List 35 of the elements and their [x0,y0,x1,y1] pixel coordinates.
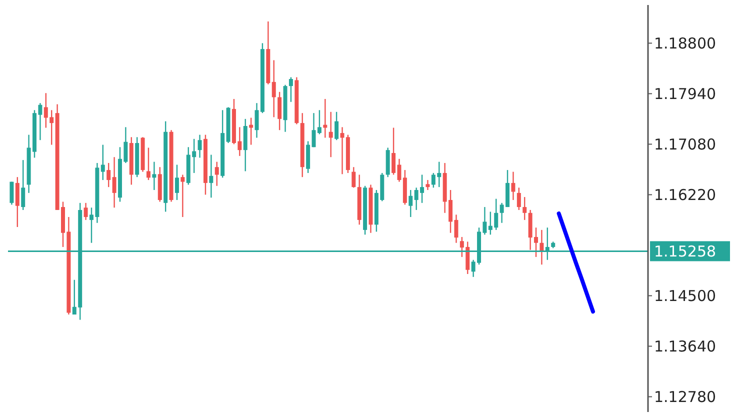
candlestick [334,111,339,141]
y-tick-label: 1.17080 [654,135,716,154]
candlestick [214,161,219,186]
candlestick [152,161,156,191]
candlestick [278,91,282,131]
candlestick [516,187,521,211]
candlestick [328,111,333,158]
candlestick [15,176,20,228]
candlestick [288,76,293,103]
y-tick-label: 1.14500 [654,286,716,305]
candlestick [511,171,516,201]
y-tick-label: 1.16220 [654,186,716,204]
candlestick [106,162,111,188]
candlestick [174,164,179,201]
y-tick-label: 1.13640 [654,337,716,356]
candlestick [10,181,14,206]
candlestick [180,174,185,218]
candlestick [209,154,214,198]
y-tick-label: 1.18800 [654,34,716,52]
candlestick [408,189,413,218]
candlestick [198,134,202,158]
candlestick [317,110,322,135]
candlestick [522,196,527,221]
candlestick [146,147,150,181]
candlestick [352,166,356,188]
candlestick [21,159,26,211]
line-series [556,211,596,314]
candlestick [84,202,88,221]
candlestick [100,144,105,181]
candlestick [272,60,276,118]
y-tick-label: 1.17940 [654,84,716,103]
ref-line-label: 1.15258 [654,242,716,260]
y-tick-label: 1.12780 [654,388,716,406]
candlestick [426,179,430,191]
candlestick [112,156,116,208]
